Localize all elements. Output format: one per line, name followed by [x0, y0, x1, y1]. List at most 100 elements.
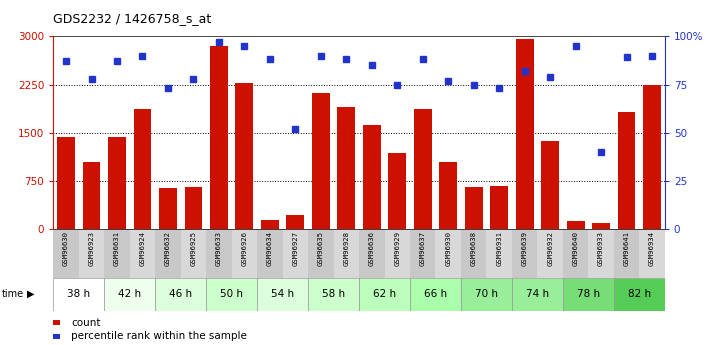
Bar [338, 107, 356, 229]
Bar [643, 85, 661, 229]
Bar [414, 109, 432, 229]
Text: GSM96933: GSM96933 [598, 231, 604, 266]
Bar [567, 221, 584, 229]
Bar [53, 229, 79, 278]
Text: 62 h: 62 h [373, 289, 396, 299]
Bar [134, 109, 151, 229]
Bar [486, 229, 512, 278]
Bar [181, 229, 206, 278]
Text: GSM96930: GSM96930 [445, 231, 451, 266]
Text: percentile rank within the sample: percentile rank within the sample [71, 332, 247, 341]
Text: GSM96931: GSM96931 [496, 231, 502, 266]
Bar [159, 188, 177, 229]
Text: GSM96923: GSM96923 [89, 231, 95, 266]
Text: time: time [2, 289, 24, 299]
Text: GSM96632: GSM96632 [165, 231, 171, 266]
Text: 66 h: 66 h [424, 289, 447, 299]
Bar [410, 278, 461, 310]
Text: GSM96641: GSM96641 [624, 231, 629, 266]
Bar [261, 220, 279, 229]
Text: ▶: ▶ [27, 289, 35, 299]
Text: GSM96934: GSM96934 [649, 231, 655, 266]
Text: GSM96640: GSM96640 [572, 231, 579, 266]
Bar [312, 93, 330, 229]
Text: GSM96638: GSM96638 [471, 231, 476, 266]
Text: 58 h: 58 h [322, 289, 345, 299]
Text: GSM96639: GSM96639 [522, 231, 528, 266]
Bar [206, 278, 257, 310]
Bar [308, 229, 333, 278]
Bar [461, 229, 486, 278]
Bar [257, 229, 283, 278]
Text: GSM96932: GSM96932 [547, 231, 553, 266]
Bar [639, 229, 665, 278]
Text: 82 h: 82 h [628, 289, 651, 299]
Bar [105, 229, 129, 278]
Text: GSM96928: GSM96928 [343, 231, 349, 266]
Text: GSM96636: GSM96636 [369, 231, 375, 266]
Bar [541, 140, 559, 229]
Bar [410, 229, 435, 278]
Text: GSM96929: GSM96929 [395, 231, 400, 266]
Text: 38 h: 38 h [68, 289, 90, 299]
Bar [563, 229, 589, 278]
Bar [491, 186, 508, 229]
Bar [385, 229, 410, 278]
Bar [435, 229, 461, 278]
Bar [185, 187, 203, 229]
Bar [287, 215, 304, 229]
Bar [232, 229, 257, 278]
Bar [155, 278, 206, 310]
Bar [439, 162, 457, 229]
Text: GSM96925: GSM96925 [191, 231, 196, 266]
Bar [129, 229, 155, 278]
Bar [53, 278, 105, 310]
Text: GSM96630: GSM96630 [63, 231, 69, 266]
Bar [210, 46, 228, 229]
Bar [563, 278, 614, 310]
Bar [461, 278, 512, 310]
Bar [359, 278, 410, 310]
Bar [363, 125, 380, 229]
Bar [388, 154, 406, 229]
Bar [235, 82, 253, 229]
Bar [614, 278, 665, 310]
Text: GSM96634: GSM96634 [267, 231, 273, 266]
Text: 42 h: 42 h [118, 289, 141, 299]
Bar [257, 278, 308, 310]
Bar [515, 39, 533, 229]
Bar [465, 187, 483, 229]
Bar [155, 229, 181, 278]
Bar [105, 278, 155, 310]
Text: 54 h: 54 h [271, 289, 294, 299]
Bar [618, 112, 636, 229]
Text: GSM96924: GSM96924 [139, 231, 146, 266]
Bar [308, 278, 359, 310]
Bar [82, 162, 100, 229]
Bar [57, 137, 75, 229]
Text: count: count [71, 318, 100, 327]
Bar [614, 229, 639, 278]
Bar [512, 229, 538, 278]
Text: 74 h: 74 h [526, 289, 549, 299]
Bar [333, 229, 359, 278]
Text: 78 h: 78 h [577, 289, 600, 299]
Bar [206, 229, 232, 278]
Bar [592, 223, 610, 229]
Text: 70 h: 70 h [475, 289, 498, 299]
Text: 50 h: 50 h [220, 289, 243, 299]
Text: GSM96927: GSM96927 [292, 231, 299, 266]
Text: GSM96635: GSM96635 [318, 231, 324, 266]
Bar [79, 229, 105, 278]
Bar [589, 229, 614, 278]
Text: GDS2232 / 1426758_s_at: GDS2232 / 1426758_s_at [53, 12, 212, 25]
Bar [108, 137, 126, 229]
Bar [283, 229, 308, 278]
Text: GSM96637: GSM96637 [419, 231, 426, 266]
Bar [359, 229, 385, 278]
Bar [538, 229, 563, 278]
Text: GSM96631: GSM96631 [114, 231, 120, 266]
Text: GSM96926: GSM96926 [242, 231, 247, 266]
Bar [512, 278, 563, 310]
Text: GSM96633: GSM96633 [216, 231, 222, 266]
